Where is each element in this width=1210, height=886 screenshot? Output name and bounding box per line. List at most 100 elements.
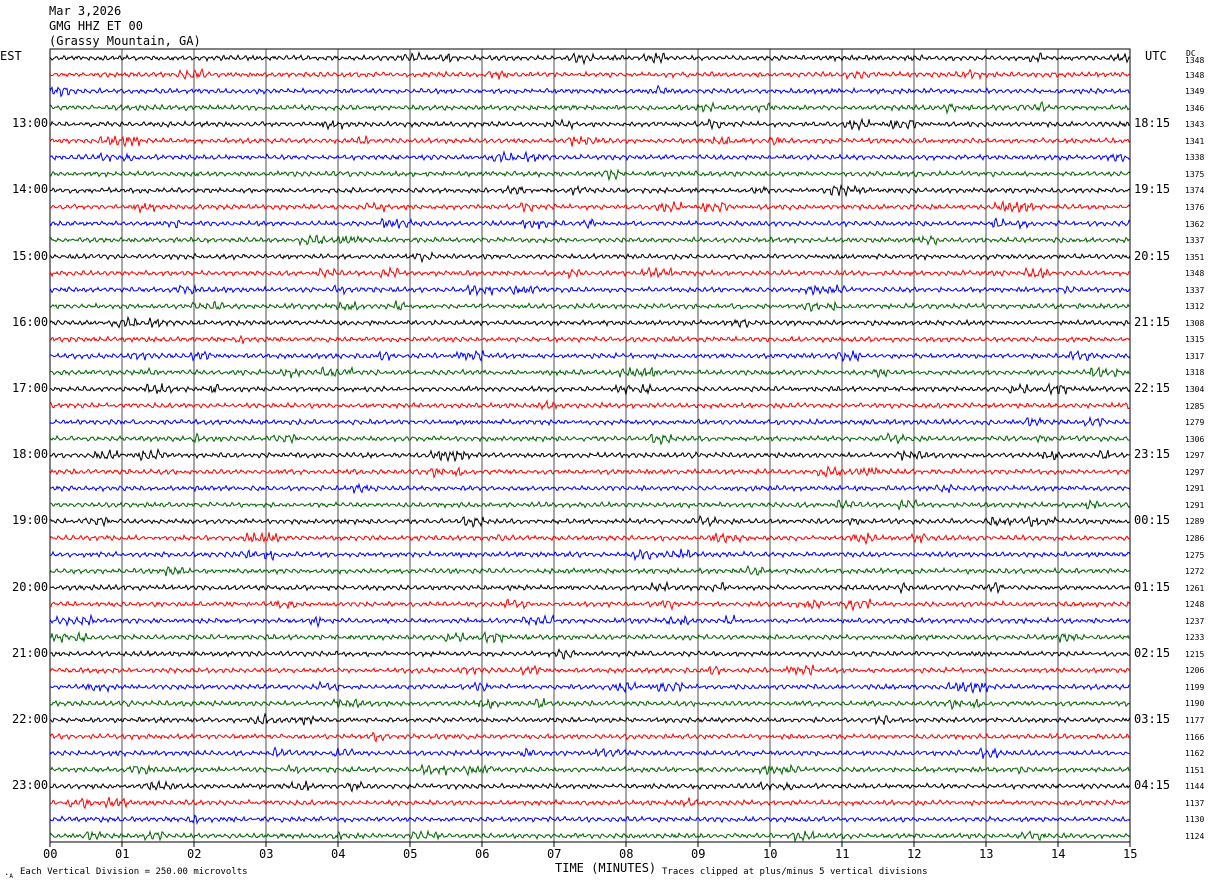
seismic-trace bbox=[49, 117, 1131, 132]
dc-offset-value: 1351 bbox=[1185, 252, 1205, 262]
right-hour-label: 00:15 bbox=[1134, 513, 1171, 528]
vertical-division-note: Each Vertical Division = 250.00 microvol… bbox=[20, 867, 248, 877]
dc-offset-value: 1343 bbox=[1185, 120, 1205, 130]
x-tick-label: 07 bbox=[547, 847, 562, 861]
x-axis-label: TIME (MINUTES) bbox=[555, 861, 657, 875]
right-hour-label: 21:15 bbox=[1134, 314, 1171, 329]
left-hour-label: 13:00 bbox=[12, 116, 49, 131]
dc-offset-value: 1261 bbox=[1185, 583, 1205, 593]
dc-offset-value: 1291 bbox=[1185, 484, 1205, 494]
seismic-trace bbox=[49, 84, 1131, 98]
left-timezone-label: EST bbox=[0, 49, 22, 63]
dc-offset-value: 1248 bbox=[1185, 600, 1205, 610]
dc-offset-value: 1317 bbox=[1185, 351, 1205, 361]
seismic-trace bbox=[49, 829, 1131, 843]
seismic-trace bbox=[49, 168, 1131, 182]
dc-column-title: DC bbox=[1186, 49, 1196, 58]
dc-offset-value: 1374 bbox=[1185, 186, 1205, 196]
plot-date: Mar 3,2026 bbox=[49, 4, 122, 18]
right-hour-label: 03:15 bbox=[1134, 712, 1171, 726]
seismic-trace bbox=[49, 315, 1131, 329]
right-hour-label: 04:15 bbox=[1134, 778, 1171, 793]
dc-offset-value: 1166 bbox=[1185, 732, 1205, 742]
seismic-trace bbox=[49, 564, 1131, 577]
dc-offset-value: 1304 bbox=[1185, 385, 1205, 394]
seismic-trace bbox=[49, 598, 1131, 613]
seismic-trace bbox=[49, 746, 1131, 759]
right-hour-label: 01:15 bbox=[1134, 579, 1171, 594]
seismic-trace bbox=[49, 465, 1131, 479]
dc-offset-value: 1315 bbox=[1185, 335, 1205, 345]
dc-offset-value: 1215 bbox=[1185, 649, 1205, 659]
seismic-trace bbox=[49, 664, 1131, 677]
x-tick-label: 04 bbox=[331, 847, 346, 861]
seismic-trace bbox=[49, 67, 1131, 81]
dc-offset-value: 1376 bbox=[1185, 202, 1205, 212]
left-hour-label: 17:00 bbox=[12, 381, 49, 395]
seismic-trace bbox=[49, 199, 1131, 215]
seismic-trace bbox=[49, 763, 1130, 777]
seismic-trace bbox=[49, 150, 1131, 164]
seismic-trace bbox=[49, 415, 1131, 428]
station-location: (Grassy Mountain, GA) bbox=[49, 34, 201, 48]
dc-offset-value: 1349 bbox=[1185, 87, 1205, 97]
seismic-trace bbox=[50, 680, 1131, 694]
dc-offset-value: 1130 bbox=[1185, 815, 1205, 825]
dc-offset-value: 1346 bbox=[1185, 103, 1205, 113]
seismic-trace bbox=[49, 498, 1131, 511]
clip-note: Traces clipped at plus/minus 5 vertical … bbox=[662, 867, 928, 877]
right-timezone-label: UTC bbox=[1145, 49, 1167, 63]
seismic-trace bbox=[50, 548, 1131, 562]
station-code: GMG HHZ ET 00 bbox=[49, 19, 143, 33]
dc-offset-value: 1199 bbox=[1185, 682, 1205, 692]
dc-offset-value: 1348 bbox=[1185, 269, 1205, 279]
x-tick-label: 13 bbox=[979, 847, 994, 861]
seismic-trace bbox=[49, 731, 1131, 744]
seismic-trace bbox=[49, 382, 1131, 396]
seismic-trace bbox=[50, 514, 1131, 529]
x-tick-label: 09 bbox=[691, 847, 706, 861]
left-hour-label: 18:00 bbox=[12, 447, 49, 462]
seismic-trace bbox=[49, 647, 1131, 660]
dc-offset-value: 1338 bbox=[1185, 153, 1205, 163]
right-hour-label: 22:15 bbox=[1134, 381, 1171, 395]
dc-offset-value: 1289 bbox=[1185, 517, 1205, 527]
x-tick-label: 01 bbox=[115, 847, 130, 861]
left-hour-label: 14:00 bbox=[12, 182, 49, 197]
seismic-trace bbox=[49, 365, 1130, 379]
right-hour-label: 23:15 bbox=[1134, 447, 1171, 462]
dc-offset-value: 1233 bbox=[1185, 633, 1205, 643]
seismic-trace bbox=[49, 431, 1131, 446]
seismic-trace bbox=[49, 300, 1131, 313]
dc-offset-value: 1306 bbox=[1185, 434, 1205, 444]
x-tick-label: 03 bbox=[259, 847, 274, 861]
right-hour-label: 19:15 bbox=[1134, 182, 1171, 197]
seismic-trace bbox=[49, 250, 1131, 264]
x-tick-label: 11 bbox=[835, 847, 850, 861]
plot-frame bbox=[49, 48, 1131, 843]
seismic-trace bbox=[49, 712, 1131, 726]
seismic-trace bbox=[49, 796, 1131, 810]
seismic-trace bbox=[49, 265, 1131, 280]
left-hour-label: 16:00 bbox=[12, 314, 49, 329]
seismic-trace bbox=[49, 447, 1131, 463]
seismic-trace bbox=[49, 531, 1131, 546]
dc-offset-value: 1348 bbox=[1185, 56, 1205, 65]
x-tick-label: 08 bbox=[619, 847, 634, 861]
seismic-trace bbox=[49, 101, 1131, 115]
dc-offset-value: 1237 bbox=[1185, 616, 1205, 626]
x-tick-label: 10 bbox=[763, 847, 778, 861]
dc-offset-value: 1362 bbox=[1185, 219, 1205, 229]
x-tick-label: 02 bbox=[187, 847, 202, 861]
seismic-trace bbox=[49, 283, 1131, 297]
dc-offset-value: 1286 bbox=[1185, 533, 1205, 543]
dc-offset-value: 1285 bbox=[1185, 401, 1205, 411]
seismic-trace bbox=[49, 482, 1131, 494]
dc-offset-value: 1291 bbox=[1185, 500, 1205, 510]
right-hour-label: 02:15 bbox=[1134, 645, 1171, 660]
left-hour-label: 15:00 bbox=[12, 248, 49, 263]
dc-offset-value: 1279 bbox=[1185, 418, 1205, 428]
x-tick-label: 12 bbox=[907, 847, 922, 861]
seismic-trace bbox=[49, 135, 1131, 148]
right-hour-label: 18:15 bbox=[1134, 116, 1171, 131]
